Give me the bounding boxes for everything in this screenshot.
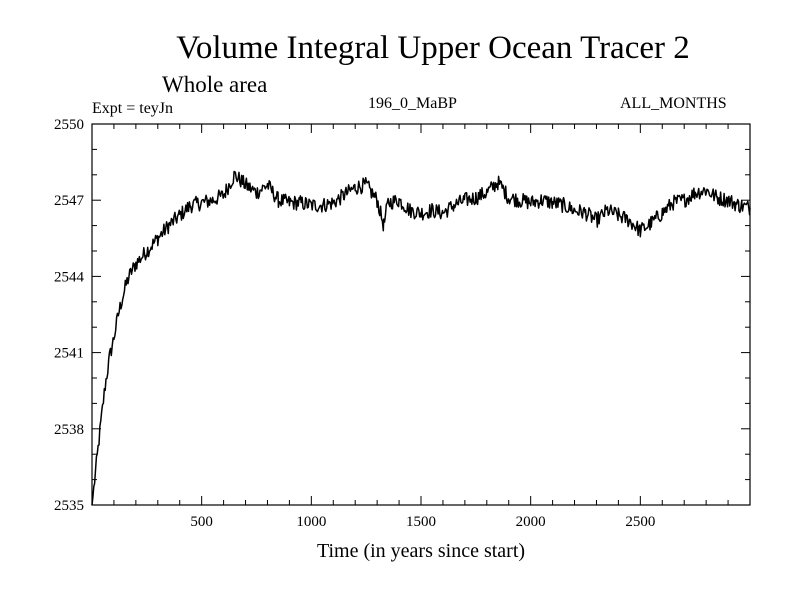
series-line [91, 170, 751, 506]
x-tick-label: 500 [190, 514, 213, 530]
axis-ticks [92, 124, 750, 505]
period-label: 196_0_MaBP [368, 95, 457, 112]
y-tick-label: 2544 [54, 269, 85, 285]
plot-frame [91, 123, 751, 506]
y-tick-label: 2541 [54, 346, 84, 362]
x-tick-label: 2000 [516, 514, 546, 530]
x-tick-labels: 500 1000 1500 2000 2500 [190, 514, 655, 530]
months-label: ALL_MONTHS [620, 95, 727, 112]
experiment-label: Expt = teyJn [92, 100, 174, 117]
y-tick-label: 2538 [54, 422, 84, 438]
chart-title: Volume Integral Upper Ocean Tracer 2 [176, 30, 690, 66]
y-tick-label: 2535 [54, 498, 84, 514]
x-axis-label: Time (in years since start) [317, 540, 525, 562]
y-tick-labels: 2535 2538 2541 2544 2547 2550 [54, 117, 85, 514]
x-tick-label: 1500 [406, 514, 436, 530]
x-tick-label: 2500 [625, 514, 655, 530]
y-tick-label: 2550 [54, 117, 84, 133]
chart-subtitle: Whole area [162, 72, 268, 97]
y-tick-label: 2547 [54, 193, 85, 209]
x-tick-label: 1000 [296, 514, 326, 530]
